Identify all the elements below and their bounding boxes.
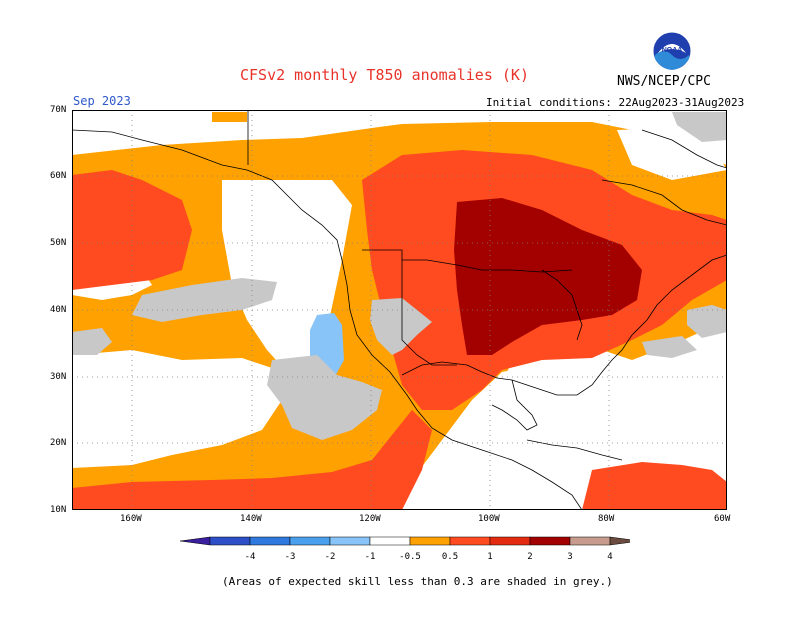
anomaly-dark-red-areas (454, 198, 642, 355)
legend-swatch (529, 536, 571, 546)
legend-swatch (369, 536, 411, 546)
legend-swatch (289, 536, 331, 546)
legend-swatch (209, 536, 251, 546)
legend-label: -4 (245, 552, 256, 562)
legend-swatch (489, 536, 531, 546)
color-legend-bar: -4 -3 -2 -1 -0.5 0.5 1 2 3 4 (179, 536, 630, 562)
lon-label-120w: 120W (359, 514, 381, 524)
legend-labels: -4 -3 -2 -1 -0.5 0.5 1 2 3 4 (245, 552, 613, 562)
lat-label-40n: 40N (50, 305, 67, 315)
legend-swatch (569, 536, 611, 546)
lon-label-60w: 60W (714, 514, 731, 524)
lon-label-160w: 160W (120, 514, 142, 524)
lon-label-140w: 140W (240, 514, 262, 524)
lon-label-100w: 100W (478, 514, 500, 524)
forecast-month: Sep 2023 (73, 94, 131, 108)
lat-label-10n: 10N (50, 505, 67, 515)
low-skill-mask (72, 112, 727, 440)
legend-label: 1 (487, 552, 492, 562)
legend-arrow-high (609, 536, 630, 546)
legend-label: -1 (365, 552, 376, 562)
lon-label-80w: 80W (598, 514, 615, 524)
legend-swatches (179, 536, 630, 546)
lat-label-20n: 20N (50, 438, 67, 448)
lat-label-60n: 60N (50, 171, 67, 181)
lat-label-30n: 30N (50, 372, 67, 382)
legend-label: 4 (607, 552, 612, 562)
lat-label-50n: 50N (50, 238, 67, 248)
map-frame (72, 110, 727, 510)
legend-label: -0.5 (399, 552, 421, 562)
legend-label: -2 (325, 552, 336, 562)
legend-swatch (449, 536, 491, 546)
legend-swatch (409, 536, 451, 546)
agency-label: NWS/NCEP/CPC (617, 74, 711, 89)
legend-swatch (329, 536, 371, 546)
legend-arrow-low (179, 536, 211, 546)
legend-label: 2 (527, 552, 532, 562)
skill-note: (Areas of expected skill less than 0.3 a… (222, 575, 613, 588)
anomaly-map (72, 110, 727, 510)
noaa-logo-icon: NOAA (652, 31, 692, 71)
legend-label: 0.5 (442, 552, 458, 562)
map-title: CFSv2 monthly T850 anomalies (K) (240, 66, 529, 84)
coastlines (72, 110, 727, 510)
initial-conditions: Initial conditions: 22Aug2023-31Aug2023 (486, 96, 745, 109)
legend-label: 3 (567, 552, 572, 562)
noaa-logo-text: NOAA (662, 47, 683, 54)
lat-lon-grid (72, 110, 727, 510)
legend-swatch (249, 536, 291, 546)
legend-label: -3 (285, 552, 296, 562)
lat-label-70n: 70N (50, 105, 67, 115)
